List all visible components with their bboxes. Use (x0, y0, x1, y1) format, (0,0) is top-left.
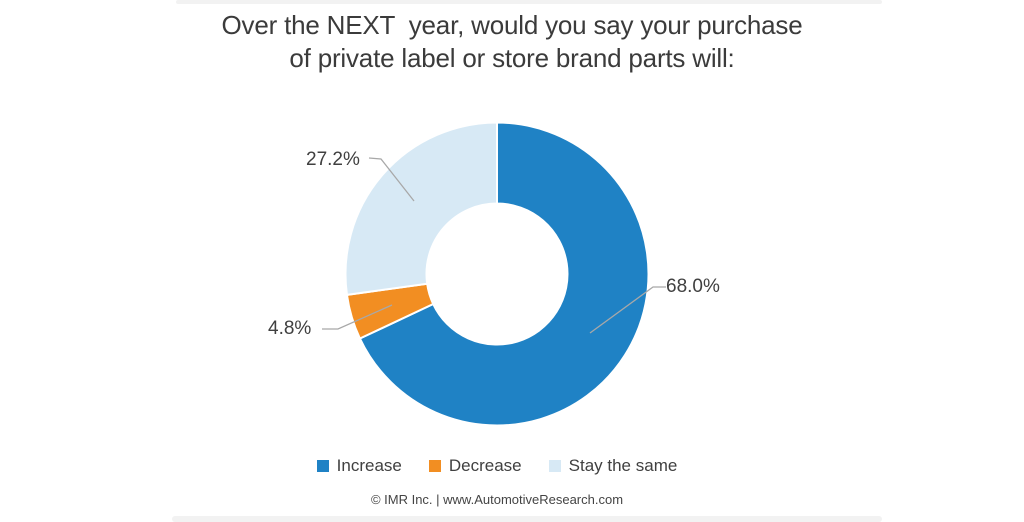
page-edge-bottom (172, 516, 882, 522)
legend-item-increase: Increase (316, 456, 402, 476)
data-label-increase: 68.0% (666, 276, 720, 297)
donut-slice-increase (358, 121, 650, 427)
chart-legend: Increase Decrease Stay the same (0, 456, 994, 476)
leader-line-stay-the-same (368, 157, 415, 202)
legend-swatch-increase (316, 460, 329, 472)
legend-item-decrease: Decrease (428, 456, 522, 476)
footer-credit: © IMR Inc. | www.AutomotiveResearch.com (370, 492, 624, 507)
legend-label: Stay the same (568, 456, 678, 475)
data-label-decrease: 4.8% (268, 318, 312, 339)
chart-title: Over the NEXT year, would you say your p… (0, 9, 1024, 75)
chart-title-line2: of private label or store brand parts wi… (289, 43, 735, 73)
donut-slice-decrease (345, 282, 435, 340)
donut-slice-stay-the-same (344, 121, 498, 296)
legend-swatch-decrease (428, 460, 441, 472)
legend-item-stay-the-same: Stay the same (548, 456, 678, 476)
leader-line-decrease (322, 304, 393, 330)
legend-label: Increase (336, 456, 402, 475)
data-label-stay-the-same: 27.2% (306, 149, 360, 170)
leader-line-increase (589, 286, 666, 334)
legend-swatch-stay-the-same (548, 460, 561, 472)
page-edge-top (176, 0, 882, 4)
legend-label: Decrease (448, 456, 522, 475)
chart-title-line1: Over the NEXT year, would you say your p… (221, 10, 803, 40)
